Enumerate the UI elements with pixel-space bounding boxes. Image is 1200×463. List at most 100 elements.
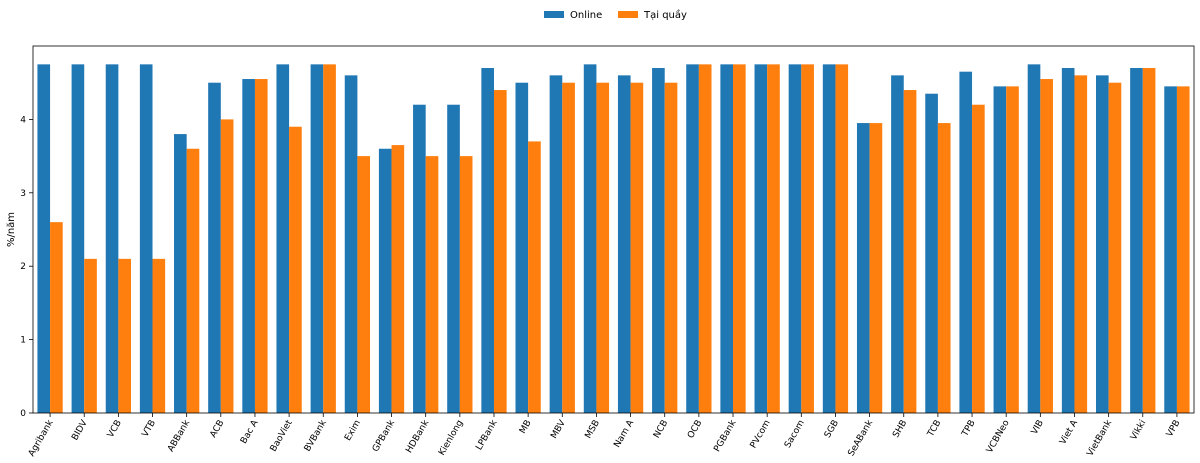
x-tick-label: ABBank	[166, 418, 193, 454]
x-tick-label: PGBank	[712, 418, 739, 454]
bar-tai-quay-24	[869, 123, 883, 413]
bar-online-20	[720, 64, 734, 413]
bar-online-21	[754, 64, 768, 413]
bar-online-22	[788, 64, 802, 413]
bar-tai-quay-8	[323, 64, 336, 413]
x-tick-label: SeABank	[847, 418, 876, 458]
legend-swatch-tai-quay	[618, 11, 638, 18]
bar-online-15	[549, 75, 563, 414]
x-tick-label: NCB	[652, 419, 670, 441]
bar-online-0	[37, 64, 51, 413]
bar-tai-quay-1	[84, 258, 97, 413]
bar-tai-quay-10	[391, 145, 405, 413]
x-tick-label: Sacom	[783, 419, 807, 450]
x-tick-label: PVcom	[749, 419, 773, 451]
bar-tai-quay-22	[801, 64, 814, 413]
legend-label-tai-quay: Tại quầy	[643, 9, 687, 21]
x-tick-label: BaoViet	[269, 418, 295, 453]
bar-online-30	[1061, 68, 1075, 414]
bar-tai-quay-20	[733, 64, 746, 413]
bar-tai-quay-17	[630, 82, 644, 413]
bar-online-28	[993, 86, 1007, 414]
bar-online-18	[652, 68, 665, 414]
bar-tai-quay-25	[903, 90, 917, 413]
bar-tai-quay-7	[289, 126, 302, 414]
bar-online-16	[583, 64, 597, 413]
bar-online-7	[276, 64, 290, 413]
bar-online-5	[208, 82, 221, 413]
bar-online-12	[447, 104, 460, 413]
y-tick-label: 1	[20, 336, 26, 346]
legend-label-online: Online	[570, 10, 602, 21]
bar-tai-quay-5	[220, 119, 234, 414]
x-tick-label: VPB	[1165, 419, 1183, 439]
bar-online-25	[891, 75, 904, 414]
x-tick-label: VCB	[106, 419, 124, 440]
bar-tai-quay-2	[118, 258, 132, 413]
x-tick-label: VIB	[1030, 419, 1046, 437]
plot-frame	[32, 45, 1195, 414]
bar-online-26	[925, 93, 938, 414]
x-tick-label: MB	[518, 419, 534, 436]
bar-tai-quay-15	[562, 82, 575, 413]
bar-tai-quay-27	[972, 104, 985, 413]
bar-online-19	[686, 64, 699, 413]
bar-online-4	[174, 134, 187, 413]
bar-tai-quay-29	[1040, 79, 1053, 413]
bar-tai-quay-23	[835, 64, 849, 413]
x-tick-label: TCB	[926, 419, 944, 440]
x-tick-label: VTB	[141, 419, 159, 439]
x-tick-label: OCB	[686, 419, 704, 441]
bar-online-27	[959, 71, 973, 413]
bar-online-2	[105, 64, 119, 413]
bar-online-8	[310, 64, 324, 413]
bar-tai-quay-30	[1074, 75, 1088, 414]
bar-online-32	[1130, 68, 1143, 414]
x-tick-label: Exim	[343, 419, 363, 443]
y-axis-label: %/năm	[6, 212, 17, 247]
x-tick-label: GPBank	[371, 418, 398, 454]
x-tick-label: ACB	[209, 419, 227, 440]
bar-tai-quay-21	[767, 64, 780, 413]
x-tick-label: Vikki	[1129, 419, 1148, 443]
y-tick-label: 4	[20, 115, 26, 125]
bar-online-29	[1027, 64, 1041, 413]
bar-tai-quay-9	[357, 156, 371, 413]
bar-online-9	[344, 75, 358, 414]
bar-tai-quay-19	[698, 64, 712, 413]
y-tick-label: 2	[20, 262, 26, 272]
bar-online-17	[617, 75, 631, 414]
x-tick-label: VCBNeo	[985, 418, 1012, 455]
x-tick-label: LPBank	[474, 418, 500, 452]
x-tick-label: MBV	[549, 418, 568, 441]
x-tick-label: Bac A	[239, 418, 261, 446]
bar-online-31	[1095, 75, 1109, 414]
bar-tai-quay-11	[425, 156, 439, 413]
x-tick-label: VietBank	[1085, 418, 1114, 458]
bar-tai-quay-14	[528, 141, 541, 414]
bar-tai-quay-0	[50, 222, 63, 413]
x-tick-label: HDBank	[404, 418, 431, 455]
bar-tai-quay-3	[152, 258, 166, 413]
y-tick-label: 0	[20, 409, 26, 419]
bar-tai-quay-32	[1142, 68, 1156, 414]
x-tick-label: Viet A	[1058, 418, 1080, 447]
bar-online-6	[242, 79, 255, 413]
x-tick-label: Kienlong	[437, 419, 465, 458]
x-tick-label: SGB	[823, 419, 841, 440]
bar-tai-quay-33	[1176, 86, 1190, 414]
x-tick-label: SHB	[891, 419, 909, 440]
y-tick-label: 3	[20, 189, 26, 199]
bar-online-3	[139, 64, 153, 413]
x-tick-label: TPB	[960, 419, 978, 440]
bar-tai-quay-16	[596, 82, 610, 413]
bar-tai-quay-28	[1006, 86, 1019, 414]
bar-tai-quay-13	[493, 90, 507, 413]
bar-tai-quay-31	[1108, 82, 1122, 413]
bar-online-10	[378, 148, 392, 413]
bar-tai-quay-26	[937, 123, 951, 413]
x-tick-label: BVBank	[303, 418, 329, 454]
bar-online-24	[856, 123, 870, 413]
bar-online-11	[413, 104, 426, 413]
